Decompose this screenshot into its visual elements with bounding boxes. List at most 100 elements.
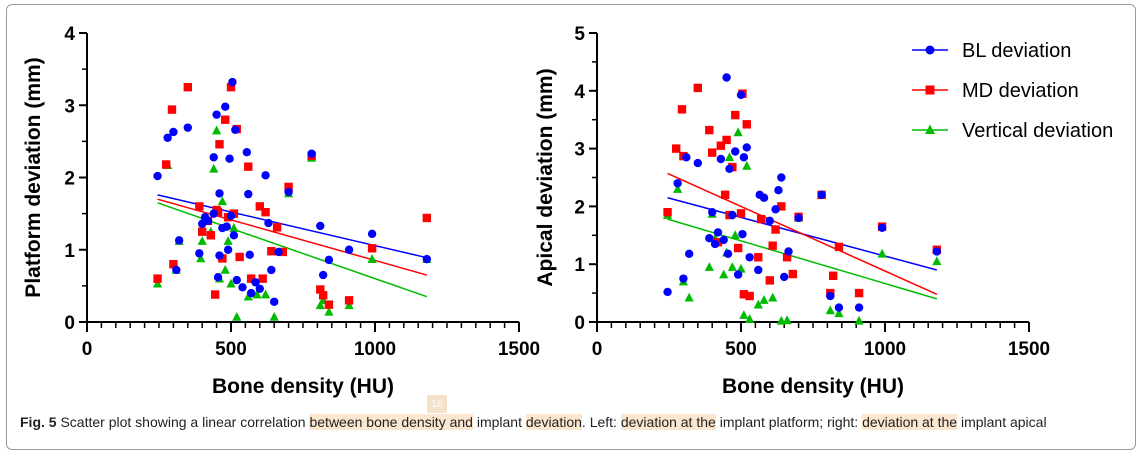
data-point-md <box>777 202 786 211</box>
y-tick-label: 4 <box>574 82 585 103</box>
data-point-md <box>267 246 276 256</box>
legend-marker <box>925 45 935 55</box>
caption-segment: Scatter plot showing a linear correlatio… <box>56 414 310 430</box>
y-axis-label: Apical deviation (mm) <box>534 68 557 286</box>
data-point-vertical <box>932 256 942 266</box>
x-tick-label: 500 <box>215 339 247 360</box>
data-point-bl <box>719 235 728 245</box>
data-point-bl <box>367 229 377 239</box>
data-point-bl <box>780 272 789 282</box>
data-point-bl <box>228 77 237 87</box>
data-point-md <box>244 162 253 171</box>
data-point-vertical <box>223 236 233 245</box>
data-point-vertical <box>704 262 714 271</box>
data-point-md <box>693 83 702 93</box>
data-point-vertical <box>315 300 325 310</box>
data-point-bl <box>203 216 213 226</box>
y-tick-label: 2 <box>64 169 75 190</box>
data-point-md <box>272 223 282 232</box>
data-point-md <box>210 290 220 299</box>
data-point-vertical <box>344 300 354 310</box>
data-point-bl <box>817 190 826 200</box>
data-point-vertical <box>197 236 207 245</box>
data-point-md <box>324 300 334 309</box>
data-point-bl <box>765 216 774 226</box>
data-point-bl <box>242 148 252 157</box>
data-point-bl <box>716 154 726 164</box>
data-point-vertical <box>220 264 230 274</box>
data-point-bl <box>318 270 328 280</box>
caption-highlight: deviation at the <box>620 414 716 430</box>
data-point-vertical <box>759 295 769 304</box>
data-point-bl <box>223 245 233 254</box>
data-point-md <box>246 274 256 283</box>
data-point-bl <box>212 110 221 119</box>
x-tick-label: 1000 <box>864 339 906 360</box>
data-point-bl <box>705 233 714 243</box>
data-point-md <box>255 202 264 211</box>
data-point-md <box>672 144 681 153</box>
figure-caption: Fig. 5 Scatter plot showing a linear cor… <box>20 413 1125 432</box>
data-point-md <box>828 271 838 280</box>
data-point-md <box>162 160 171 169</box>
page-number-badge: 16 <box>427 395 447 413</box>
data-point-bl <box>736 90 746 100</box>
data-point-vertical <box>196 253 206 263</box>
x-axis-label: Bone density (HU) <box>212 375 394 398</box>
data-point-md <box>854 288 864 298</box>
data-point-bl <box>251 278 260 287</box>
data-point-bl <box>682 153 691 162</box>
y-tick-label: 2 <box>574 197 585 218</box>
data-point-md <box>167 105 177 114</box>
data-point-md <box>739 290 749 299</box>
data-point-bl <box>209 209 218 218</box>
data-point-vertical <box>834 308 844 318</box>
data-point-bl <box>172 265 181 275</box>
caption-highlight: between bone density and <box>309 414 473 430</box>
data-point-bl <box>270 297 279 306</box>
legend-label: MD deviation <box>962 80 1079 102</box>
data-point-bl <box>854 303 864 312</box>
data-point-bl <box>324 255 334 265</box>
data-point-vertical <box>209 163 219 173</box>
data-point-bl <box>169 127 178 137</box>
data-point-bl <box>344 245 354 254</box>
data-point-vertical <box>854 315 864 325</box>
data-point-md <box>705 125 714 135</box>
data-point-bl <box>710 239 720 249</box>
data-point-bl <box>742 143 751 152</box>
regression-line <box>157 198 428 276</box>
y-tick-label: 1 <box>64 241 75 262</box>
data-point-md <box>198 227 207 236</box>
y-tick-label: 5 <box>574 24 585 45</box>
data-point-md <box>677 105 687 114</box>
data-point-bl <box>771 205 780 214</box>
data-point-bl <box>932 247 942 256</box>
legend-item: MD deviation <box>912 80 1079 102</box>
data-point-vertical <box>229 223 239 232</box>
data-point-bl <box>731 147 740 156</box>
legend-item: Vertical deviation <box>912 120 1113 142</box>
data-point-bl <box>745 253 754 262</box>
data-point-md <box>663 207 672 217</box>
data-point-bl <box>261 171 270 180</box>
data-point-bl <box>232 275 241 285</box>
y-tick-label: 0 <box>574 313 585 334</box>
data-point-bl <box>213 273 223 282</box>
data-point-bl <box>422 254 432 264</box>
data-point-bl <box>693 158 702 168</box>
x-tick-label: 1500 <box>1008 339 1050 360</box>
data-point-md <box>261 207 270 217</box>
y-tick-label: 3 <box>64 96 75 117</box>
data-point-bl <box>274 247 283 257</box>
legend-label: Vertical deviation <box>962 120 1113 142</box>
data-point-bl <box>226 211 236 220</box>
caption-segment: . Left: <box>581 414 621 430</box>
data-point-md <box>736 209 746 218</box>
data-point-vertical <box>733 127 743 137</box>
data-point-bl <box>673 179 682 188</box>
data-point-bl <box>733 270 743 279</box>
data-point-md <box>720 190 730 200</box>
data-point-bl <box>784 247 793 256</box>
